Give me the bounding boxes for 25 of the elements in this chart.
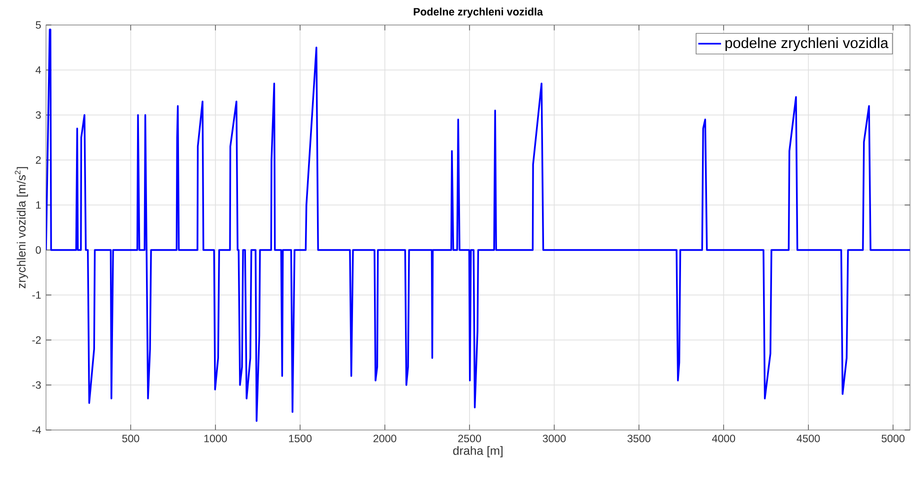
y-tick-label: 0 [36, 246, 41, 254]
y-tick-label: 5 [36, 21, 41, 29]
x-tick-label: 5000 [882, 434, 905, 442]
line-series [46, 28, 910, 422]
y-tick-label: 2 [36, 156, 41, 164]
y-tick-label: 1 [36, 201, 41, 209]
x-tick-label: 4500 [796, 434, 820, 442]
y-tick-label: -1 [32, 291, 41, 299]
x-tick-label: 2500 [458, 434, 481, 442]
x-tick-label: 2000 [374, 434, 396, 442]
y-tick-label: -4 [32, 426, 41, 434]
y-tick-label: -3 [32, 381, 41, 389]
legend-label: podelne zrychleni vozidla [726, 37, 888, 52]
y-tick-label: 4 [36, 66, 41, 74]
chart-title: Podelne zrychleni vozidla [414, 8, 543, 18]
x-tick-label: 3000 [542, 434, 566, 442]
x-tick-label: 1000 [204, 434, 227, 442]
x-tick-label: 4000 [712, 434, 736, 442]
x-tick-label: 500 [122, 434, 140, 442]
x-tick-label: 1500 [289, 434, 312, 442]
x-tick-label: 3500 [627, 434, 650, 442]
x-axis-title: draha [m] [453, 446, 502, 458]
y-tick-label: 3 [36, 111, 41, 119]
y-tick-label: -2 [32, 336, 41, 344]
y-axis-title: zrychleni vozidla [m/s$^{2}$] [14, 167, 28, 288]
